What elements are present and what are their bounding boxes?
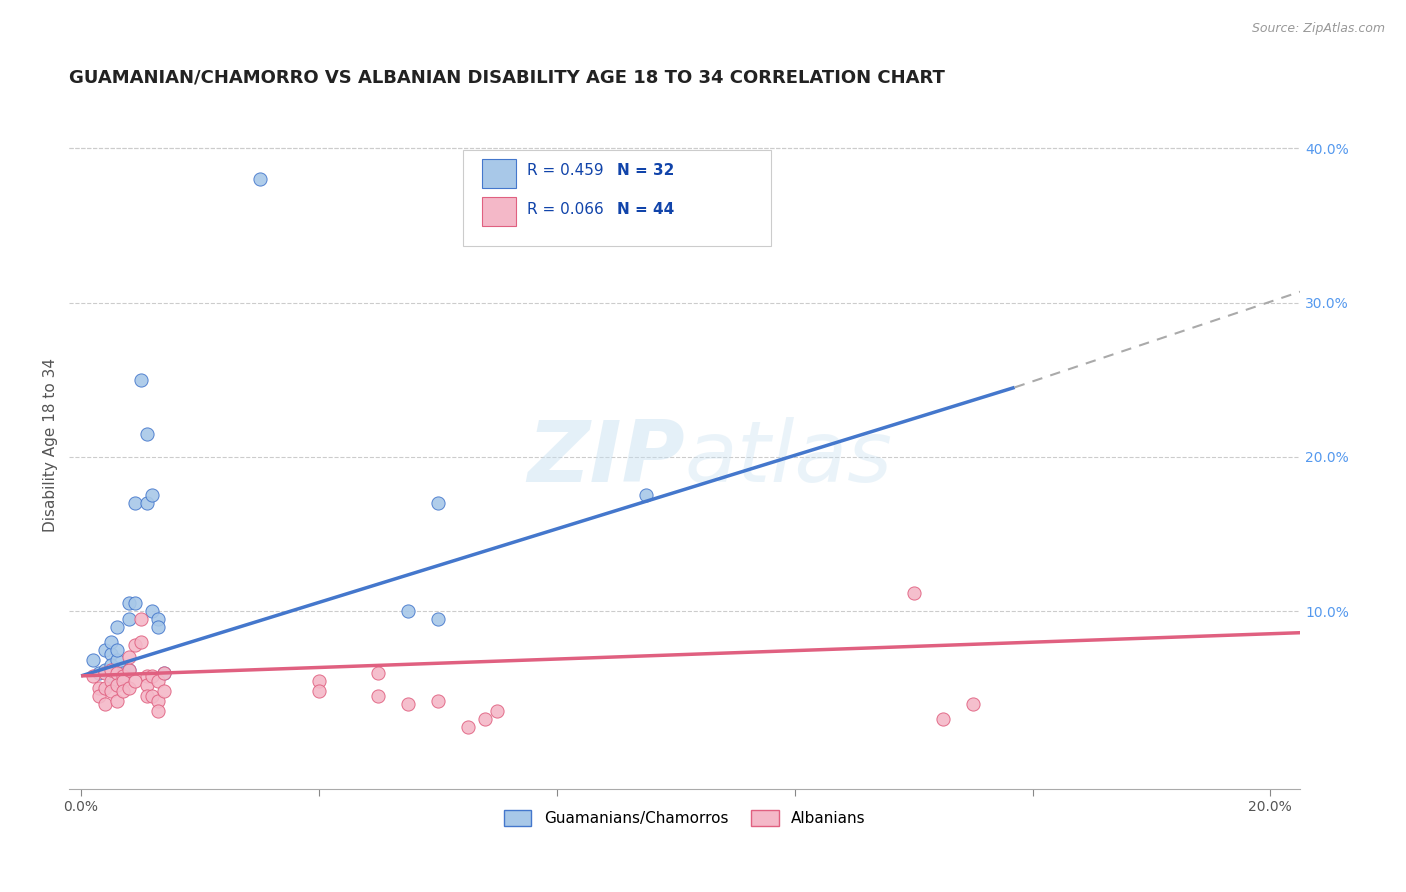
Point xyxy=(118,663,141,677)
Point xyxy=(100,669,122,683)
Point xyxy=(111,663,134,677)
Point xyxy=(118,596,141,610)
Point xyxy=(111,669,134,683)
Point xyxy=(141,488,163,502)
Point xyxy=(135,496,157,510)
Point xyxy=(100,658,122,673)
Point xyxy=(111,665,134,680)
Text: R = 0.459: R = 0.459 xyxy=(527,163,603,178)
Point xyxy=(105,653,128,667)
Point xyxy=(111,684,134,698)
Point xyxy=(124,496,146,510)
Point xyxy=(100,673,122,688)
Point xyxy=(100,663,122,677)
Point xyxy=(153,684,176,698)
Point xyxy=(135,426,157,441)
Point xyxy=(129,612,152,626)
Point xyxy=(111,673,134,688)
Point xyxy=(124,638,146,652)
Point xyxy=(118,681,141,696)
Point xyxy=(124,596,146,610)
Point xyxy=(94,681,117,696)
Point xyxy=(105,642,128,657)
Point xyxy=(94,642,117,657)
Point xyxy=(87,689,110,703)
Text: ZIP: ZIP xyxy=(527,417,685,500)
Point xyxy=(903,585,925,599)
Point xyxy=(153,665,176,680)
Point xyxy=(105,693,128,707)
Point xyxy=(141,604,163,618)
Point xyxy=(396,604,419,618)
Point xyxy=(308,673,330,688)
Point xyxy=(100,648,122,662)
Point xyxy=(100,684,122,698)
Point xyxy=(105,619,128,633)
Point xyxy=(148,612,170,626)
Point xyxy=(135,669,157,683)
Point xyxy=(94,665,117,680)
Point xyxy=(426,496,449,510)
Point xyxy=(396,697,419,711)
Text: N = 44: N = 44 xyxy=(617,202,675,218)
Point xyxy=(94,697,117,711)
Point xyxy=(367,665,389,680)
Text: N = 32: N = 32 xyxy=(617,163,675,178)
Point xyxy=(82,669,104,683)
Point xyxy=(141,669,163,683)
Text: atlas: atlas xyxy=(685,417,893,500)
Point xyxy=(124,673,146,688)
Point xyxy=(87,665,110,680)
Point xyxy=(82,653,104,667)
Point xyxy=(105,678,128,692)
Point xyxy=(486,705,509,719)
Point xyxy=(153,665,176,680)
FancyBboxPatch shape xyxy=(482,159,516,188)
Point xyxy=(457,720,479,734)
FancyBboxPatch shape xyxy=(463,150,770,246)
Point xyxy=(148,673,170,688)
Point xyxy=(129,373,152,387)
Point xyxy=(962,697,984,711)
Point xyxy=(634,488,657,502)
Point xyxy=(474,712,496,726)
Point xyxy=(367,689,389,703)
Point xyxy=(426,693,449,707)
Point xyxy=(308,684,330,698)
Text: Source: ZipAtlas.com: Source: ZipAtlas.com xyxy=(1251,22,1385,36)
Text: GUAMANIAN/CHAMORRO VS ALBANIAN DISABILITY AGE 18 TO 34 CORRELATION CHART: GUAMANIAN/CHAMORRO VS ALBANIAN DISABILIT… xyxy=(69,69,945,87)
Point xyxy=(105,665,128,680)
Legend: Guamanians/Chamorros, Albanians: Guamanians/Chamorros, Albanians xyxy=(498,805,872,832)
Point xyxy=(135,678,157,692)
Point xyxy=(426,612,449,626)
Point xyxy=(932,712,955,726)
Point xyxy=(105,665,128,680)
Y-axis label: Disability Age 18 to 34: Disability Age 18 to 34 xyxy=(44,359,58,533)
Point xyxy=(249,172,271,186)
Point xyxy=(148,705,170,719)
Point xyxy=(118,612,141,626)
Point xyxy=(118,663,141,677)
Point xyxy=(135,689,157,703)
Point xyxy=(94,663,117,677)
Point xyxy=(148,619,170,633)
Point xyxy=(148,693,170,707)
Point xyxy=(100,635,122,649)
Point xyxy=(87,681,110,696)
Point xyxy=(129,635,152,649)
Point xyxy=(141,689,163,703)
Point xyxy=(118,650,141,665)
Text: R = 0.066: R = 0.066 xyxy=(527,202,603,218)
FancyBboxPatch shape xyxy=(482,197,516,226)
